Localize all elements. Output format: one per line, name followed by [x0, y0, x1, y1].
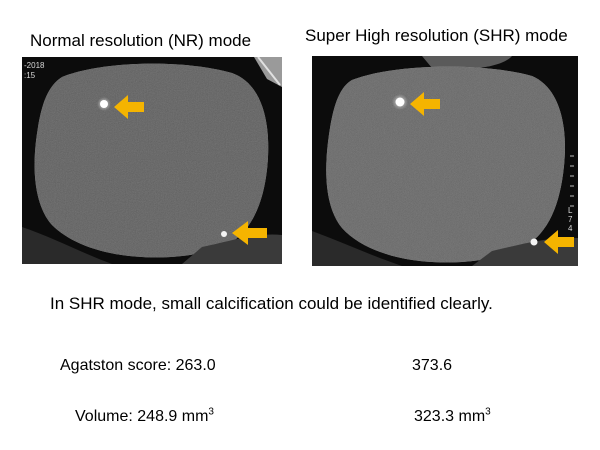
comparison-caption: In SHR mode, small calcification could b…: [50, 294, 493, 313]
arrow-icon: [114, 95, 144, 119]
volume-shr-unit-sup: 3: [485, 406, 491, 418]
shr-calcification-bottom: [530, 238, 538, 246]
agatston-nr-value: 263.0: [175, 357, 216, 374]
arrow-icon: [544, 230, 574, 254]
shr-mode-title: Super High resolution (SHR) mode: [305, 26, 568, 45]
volume-shr-unit: mm: [458, 408, 486, 425]
nr-mode-title: Normal resolution (NR) mode: [30, 31, 252, 50]
volume-nr-value: 248.9: [137, 408, 178, 425]
shr-heart-tissue: [326, 66, 565, 263]
nr-calcification-top: [100, 100, 108, 108]
agatston-shr-value: 373.6: [412, 357, 453, 374]
shr-overlay-l: L: [568, 206, 573, 215]
nr-heart-tissue: [34, 63, 269, 258]
shr-ct-image: L 7 4: [312, 56, 578, 266]
nr-calcification-bottom: [221, 231, 227, 237]
arrow-icon: [232, 221, 267, 245]
agatston-nr: Agatston score: 263.0: [60, 357, 216, 375]
volume-unit-sup: 3: [208, 406, 214, 418]
volume-nr: Volume: 248.9 mm3: [75, 406, 214, 426]
agatston-label: Agatston score:: [60, 357, 172, 374]
volume-shr: 323.3 mm3: [414, 406, 491, 426]
nr-overlay-date: -2018: [24, 61, 45, 70]
shr-overlay-4: 4: [568, 224, 573, 233]
arrow-icon: [410, 92, 440, 116]
volume-unit: mm: [181, 408, 209, 425]
volume-label: Volume:: [75, 408, 133, 425]
volume-shr-value: 323.3: [414, 408, 455, 425]
nr-overlay-time: :15: [24, 71, 36, 80]
shr-calcification-top: [395, 97, 405, 107]
nr-ct-image: -2018 :15: [22, 57, 282, 264]
shr-overlay-7: 7: [568, 215, 573, 224]
